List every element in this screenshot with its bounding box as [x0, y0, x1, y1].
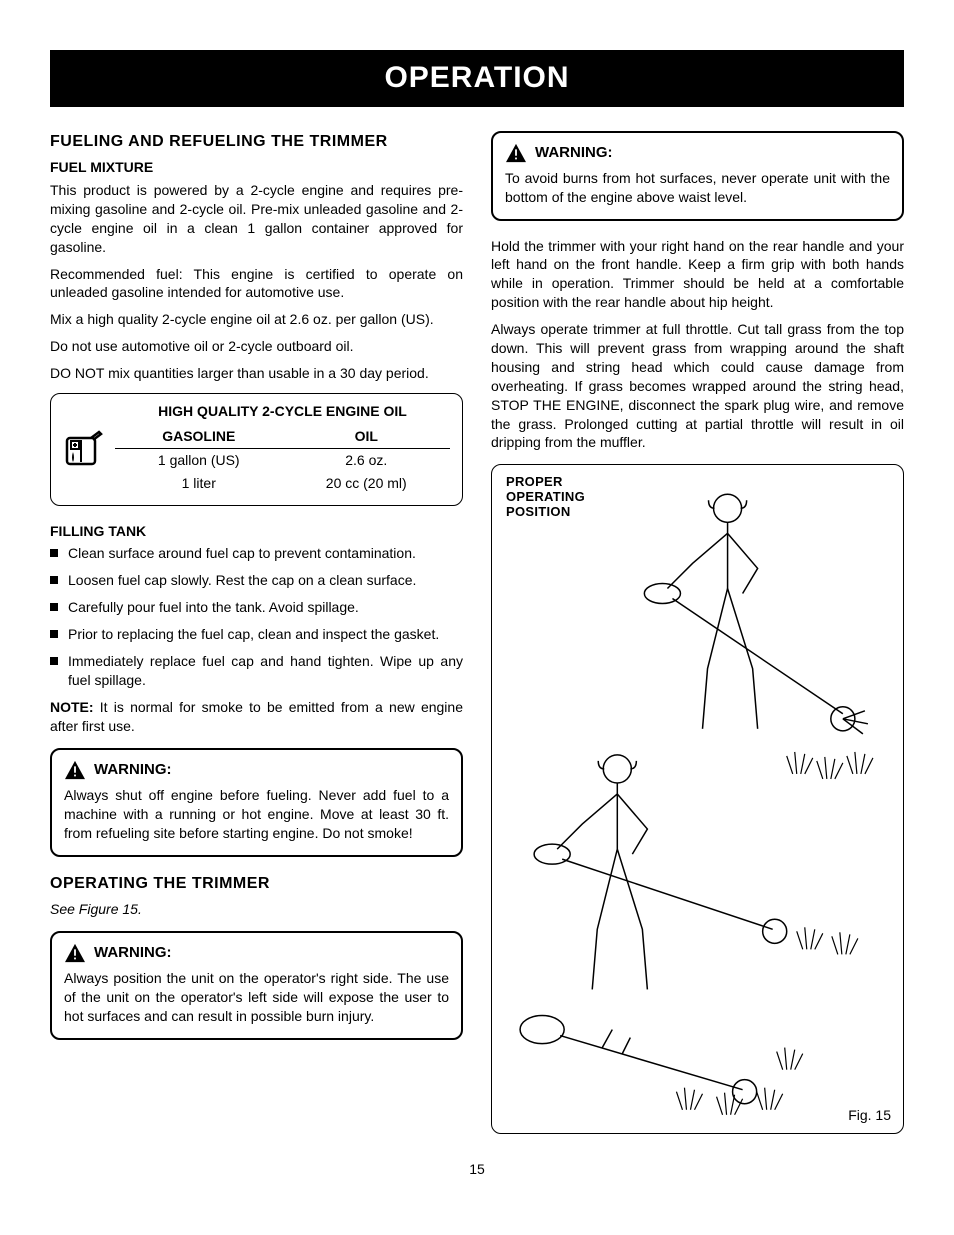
warning-icon — [64, 760, 86, 780]
filling-list: Clean surface around fuel cap to prevent… — [50, 544, 463, 689]
para: Mix a high quality 2-cycle engine oil at… — [50, 310, 463, 329]
note-body: It is normal for smoke to be emitted fro… — [50, 699, 463, 734]
warning-title: WARNING: — [94, 943, 172, 963]
figure-15: PROPER OPERATING POSITION — [491, 464, 904, 1134]
figure-illustration — [492, 465, 903, 1133]
page-number: 15 — [50, 1160, 904, 1179]
table-row: 1 gallon (US) 2.6 oz. — [115, 449, 450, 472]
subhead-fuel-mixture: FUEL MIXTURE — [50, 158, 463, 177]
heading-operating: OPERATING THE TRIMMER — [50, 873, 463, 895]
warning-body: Always position the unit on the operator… — [64, 969, 449, 1026]
para: This product is powered by a 2-cycle eng… — [50, 181, 463, 257]
warning-header: WARNING: — [64, 943, 449, 963]
list-item: Prior to replacing the fuel cap, clean a… — [50, 625, 463, 644]
warning-title: WARNING: — [535, 143, 613, 163]
heading-fueling: FUELING AND REFUELING THE TRIMMER — [50, 131, 463, 153]
para: Always operate trimmer at full throttle.… — [491, 320, 904, 452]
para: DO NOT mix quantities larger than usable… — [50, 364, 463, 383]
col-header: GASOLINE — [115, 425, 283, 448]
col-header: OIL — [283, 425, 451, 448]
subhead-filling-tank: FILLING TANK — [50, 522, 463, 541]
warning-icon — [64, 943, 86, 963]
warning-box: WARNING: To avoid burns from hot surface… — [491, 131, 904, 221]
cell: 1 liter — [115, 472, 283, 495]
para: Recommended fuel: This engine is certifi… — [50, 265, 463, 303]
warning-title: WARNING: — [94, 760, 172, 780]
table-header-row: GASOLINE OIL — [115, 425, 450, 449]
warning-header: WARNING: — [505, 143, 890, 163]
see-figure: See Figure 15. — [50, 900, 463, 919]
list-item: Clean surface around fuel cap to prevent… — [50, 544, 463, 563]
warning-box: WARNING: Always shut off engine before f… — [50, 748, 463, 857]
figure-caption: Fig. 15 — [848, 1106, 891, 1125]
warning-icon — [505, 143, 527, 163]
para: Do not use automotive oil or 2-cycle out… — [50, 337, 463, 356]
oil-mixture-box: HIGH QUALITY 2-CYCLE ENGINE OIL GASOLINE… — [50, 393, 463, 506]
oil-table: HIGH QUALITY 2-CYCLE ENGINE OIL GASOLINE… — [115, 402, 450, 495]
note: NOTE: It is normal for smoke to be emitt… — [50, 698, 463, 736]
list-item: Loosen fuel cap slowly. Rest the cap on … — [50, 571, 463, 590]
cell: 2.6 oz. — [283, 449, 451, 472]
cell: 1 gallon (US) — [115, 449, 283, 472]
fuel-can-icon — [63, 428, 103, 468]
warning-box: WARNING: Always position the unit on the… — [50, 931, 463, 1040]
note-label: NOTE: — [50, 699, 94, 715]
warning-header: WARNING: — [64, 760, 449, 780]
table-row: 1 liter 20 cc (20 ml) — [115, 472, 450, 495]
warning-body: Always shut off engine before fueling. N… — [64, 786, 449, 843]
two-column-layout: FUELING AND REFUELING THE TRIMMER FUEL M… — [50, 131, 904, 1135]
oil-table-title: HIGH QUALITY 2-CYCLE ENGINE OIL — [115, 402, 450, 421]
right-column: WARNING: To avoid burns from hot surface… — [491, 131, 904, 1135]
left-column: FUELING AND REFUELING THE TRIMMER FUEL M… — [50, 131, 463, 1135]
warning-body: To avoid burns from hot surfaces, never … — [505, 169, 890, 207]
list-item: Immediately replace fuel cap and hand ti… — [50, 652, 463, 690]
section-banner: OPERATION — [50, 50, 904, 107]
cell: 20 cc (20 ml) — [283, 472, 451, 495]
para: Hold the trimmer with your right hand on… — [491, 237, 904, 313]
list-item: Carefully pour fuel into the tank. Avoid… — [50, 598, 463, 617]
